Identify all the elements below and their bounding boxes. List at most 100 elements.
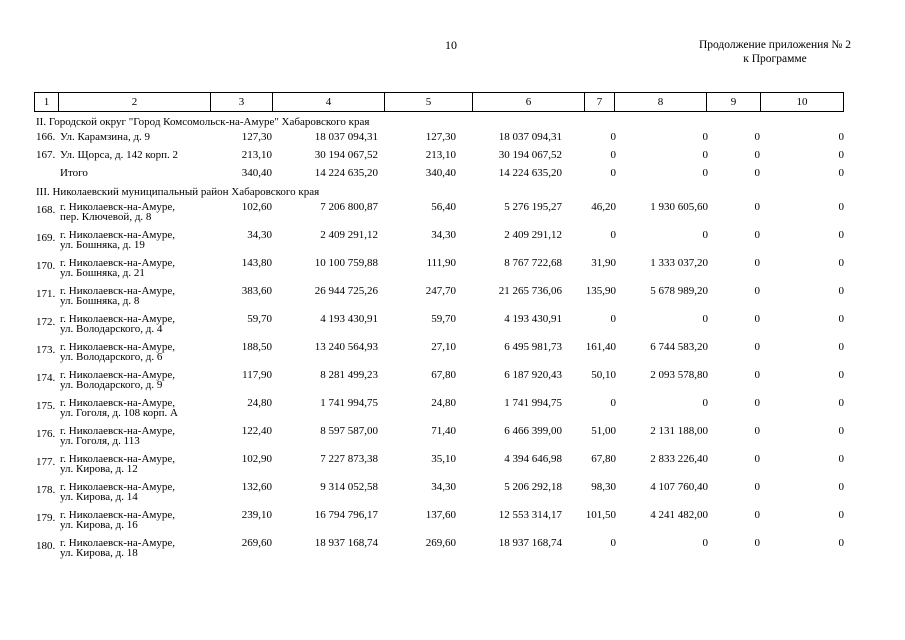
cell-c10: 0 bbox=[838, 509, 845, 521]
cell-c4: 26 944 725,26 bbox=[314, 285, 378, 297]
cell-c4: 2 409 291,12 bbox=[320, 229, 378, 241]
page-number: 10 bbox=[445, 38, 457, 52]
cell-c8: 0 bbox=[702, 229, 709, 241]
cell-c10: 0 bbox=[838, 537, 845, 549]
cell-c7: 161,40 bbox=[585, 341, 616, 353]
cell-c4: 18 937 168,74 bbox=[314, 537, 378, 549]
address-line-1: г. Николаевск-на-Амуре, bbox=[60, 509, 175, 521]
cell-c5: 24,80 bbox=[431, 397, 456, 409]
row-number: 175. bbox=[36, 400, 56, 412]
cell-c4: 14 224 635,20 bbox=[314, 167, 378, 179]
cell-c6: 18 937 168,74 bbox=[498, 537, 562, 549]
address-line-2: ул. Гоголя, д. 113 bbox=[60, 435, 140, 447]
cell-c8: 6 744 583,20 bbox=[650, 341, 708, 353]
address-line-1: г. Николаевск-на-Амуре, bbox=[60, 257, 175, 269]
cell-c5: 213,10 bbox=[425, 149, 456, 161]
cell-c3: 340,40 bbox=[241, 167, 272, 179]
cell-c6: 1 741 994,75 bbox=[504, 397, 562, 409]
cell-c3: 102,90 bbox=[241, 453, 272, 465]
address-line-2: ул. Гоголя, д. 108 корп. А bbox=[60, 407, 179, 419]
cell-c9: 0 bbox=[754, 131, 761, 143]
row-number: 173. bbox=[36, 344, 56, 356]
address-line-1: г. Николаевск-на-Амуре, bbox=[60, 537, 175, 549]
cell-c9: 0 bbox=[754, 257, 761, 269]
cell-c3: 383,60 bbox=[241, 285, 272, 297]
cell-c9: 0 bbox=[754, 201, 761, 213]
cell-c10: 0 bbox=[838, 131, 845, 143]
cell-c7: 0 bbox=[610, 313, 617, 325]
cell-c6: 21 265 736,06 bbox=[498, 285, 562, 297]
cell-c6: 14 224 635,20 bbox=[498, 167, 562, 179]
address-line-2: ул. Бошняка, д. 8 bbox=[60, 295, 140, 307]
cell-c6: 6 187 920,43 bbox=[504, 369, 562, 381]
section-title: III. Николаевский муниципальный район Ха… bbox=[36, 186, 320, 198]
address-line-1: Итого bbox=[60, 167, 88, 179]
address-line-2: ул. Володарского, д. 9 bbox=[60, 379, 163, 391]
column-header: 2 bbox=[59, 93, 211, 111]
cell-c4: 18 037 094,31 bbox=[314, 131, 378, 143]
cell-c5: 59,70 bbox=[431, 313, 456, 325]
cell-c7: 0 bbox=[610, 149, 617, 161]
cell-c5: 27,10 bbox=[431, 341, 456, 353]
cell-c5: 34,30 bbox=[431, 481, 456, 493]
row-number: 180. bbox=[36, 540, 56, 552]
cell-c5: 269,60 bbox=[425, 537, 456, 549]
cell-c3: 143,80 bbox=[241, 257, 272, 269]
cell-c7: 50,10 bbox=[591, 369, 616, 381]
cell-c5: 34,30 bbox=[431, 229, 456, 241]
cell-c9: 0 bbox=[754, 149, 761, 161]
cell-c3: 24,80 bbox=[247, 397, 272, 409]
row-number: 167. bbox=[36, 149, 56, 161]
cell-c10: 0 bbox=[838, 341, 845, 353]
cell-c7: 0 bbox=[610, 397, 617, 409]
cell-c4: 16 794 796,17 bbox=[314, 509, 378, 521]
cell-c10: 0 bbox=[838, 313, 845, 325]
address-line-1: г. Николаевск-на-Амуре, bbox=[60, 369, 175, 381]
cell-c9: 0 bbox=[754, 341, 761, 353]
cell-c3: 122,40 bbox=[241, 425, 272, 437]
table-header: 1 2 3 4 5 6 7 8 9 10 bbox=[34, 92, 844, 112]
cell-c5: 127,30 bbox=[425, 131, 456, 143]
cell-c4: 7 206 800,87 bbox=[320, 201, 378, 213]
cell-c6: 8 767 722,68 bbox=[504, 257, 562, 269]
cell-c6: 12 553 314,17 bbox=[498, 509, 562, 521]
cell-c8: 0 bbox=[702, 397, 709, 409]
cell-c4: 13 240 564,93 bbox=[314, 341, 378, 353]
cell-c6: 18 037 094,31 bbox=[498, 131, 562, 143]
cell-c8: 1 333 037,20 bbox=[650, 257, 708, 269]
cell-c8: 0 bbox=[702, 167, 709, 179]
address-line-2: ул. Бошняка, д. 21 bbox=[60, 267, 145, 279]
cell-c6: 5 206 292,18 bbox=[504, 481, 562, 493]
cell-c3: 269,60 bbox=[241, 537, 272, 549]
cell-c6: 4 394 646,98 bbox=[504, 453, 562, 465]
cell-c10: 0 bbox=[838, 229, 845, 241]
row-number: 174. bbox=[36, 372, 56, 384]
address-line-2: ул. Кирова, д. 12 bbox=[60, 463, 138, 475]
cell-c6: 2 409 291,12 bbox=[504, 229, 562, 241]
column-header: 8 bbox=[615, 93, 707, 111]
cell-c7: 0 bbox=[610, 537, 617, 549]
cell-c3: 59,70 bbox=[247, 313, 272, 325]
cell-c10: 0 bbox=[838, 167, 845, 179]
cell-c10: 0 bbox=[838, 397, 845, 409]
cell-c10: 0 bbox=[838, 369, 845, 381]
cell-c9: 0 bbox=[754, 453, 761, 465]
cell-c10: 0 bbox=[838, 285, 845, 297]
cell-c6: 4 193 430,91 bbox=[504, 313, 562, 325]
cell-c6: 30 194 067,52 bbox=[498, 149, 562, 161]
cell-c5: 71,40 bbox=[431, 425, 456, 437]
address-line-2: ул. Кирова, д. 18 bbox=[60, 547, 138, 559]
column-header: 5 bbox=[385, 93, 473, 111]
row-number: 176. bbox=[36, 428, 56, 440]
cell-c8: 2 833 226,40 bbox=[650, 453, 708, 465]
cell-c4: 9 314 052,58 bbox=[320, 481, 378, 493]
cell-c6: 6 495 981,73 bbox=[504, 341, 562, 353]
cell-c3: 213,10 bbox=[241, 149, 272, 161]
address-line-2: ул. Володарского, д. 6 bbox=[60, 351, 163, 363]
cell-c9: 0 bbox=[754, 425, 761, 437]
row-number: 179. bbox=[36, 512, 56, 524]
cell-c5: 56,40 bbox=[431, 201, 456, 213]
cell-c8: 4 107 760,40 bbox=[650, 481, 708, 493]
cell-c6: 5 276 195,27 bbox=[504, 201, 562, 213]
cell-c8: 0 bbox=[702, 313, 709, 325]
